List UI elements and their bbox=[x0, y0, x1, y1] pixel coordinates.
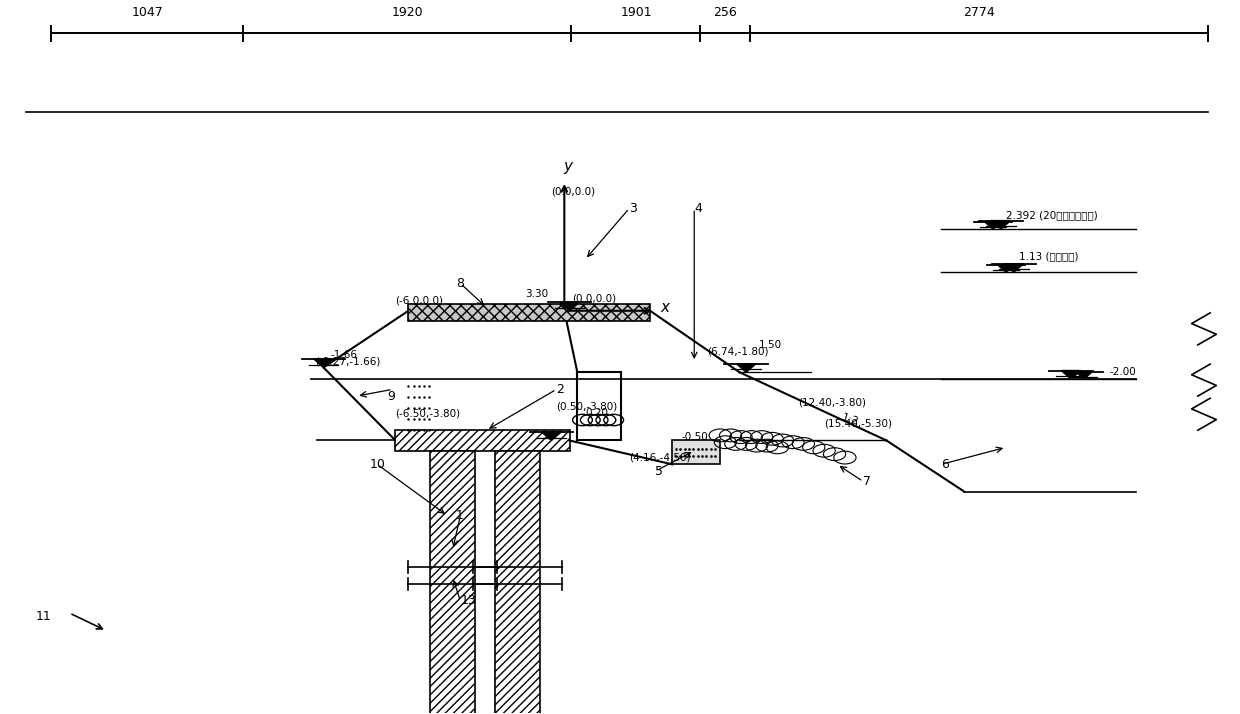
Polygon shape bbox=[737, 363, 756, 372]
Text: 1:2: 1:2 bbox=[841, 413, 861, 428]
Bar bbox=[430, 451, 475, 714]
Text: (-6.0,0.0): (-6.0,0.0) bbox=[396, 296, 444, 306]
Text: 1.13 (正常水位): 1.13 (正常水位) bbox=[1019, 251, 1079, 261]
Text: (0.0,0.0): (0.0,0.0) bbox=[552, 186, 595, 196]
Text: 5: 5 bbox=[655, 465, 663, 478]
Text: (4.16,-4.50): (4.16,-4.50) bbox=[629, 453, 691, 463]
Text: 2774: 2774 bbox=[963, 6, 994, 19]
Text: (-6.50,-3.80): (-6.50,-3.80) bbox=[396, 408, 460, 418]
Text: 1: 1 bbox=[455, 509, 463, 522]
Text: 1901: 1901 bbox=[620, 6, 652, 19]
Polygon shape bbox=[559, 302, 579, 311]
Text: (6.74,-1.80): (6.74,-1.80) bbox=[707, 347, 769, 357]
Text: 2.392 (20年一遇洪水位): 2.392 (20年一遇洪水位) bbox=[1006, 210, 1097, 220]
Bar bbox=[672, 441, 720, 464]
Polygon shape bbox=[991, 221, 1011, 229]
Text: 7: 7 bbox=[863, 475, 872, 488]
Polygon shape bbox=[997, 265, 1014, 272]
Polygon shape bbox=[1061, 371, 1081, 379]
Polygon shape bbox=[542, 432, 562, 441]
Text: 10: 10 bbox=[370, 458, 386, 471]
Text: 2: 2 bbox=[557, 383, 564, 396]
Text: 8: 8 bbox=[456, 277, 465, 290]
Text: -1.66: -1.66 bbox=[331, 350, 357, 360]
Bar bbox=[408, 304, 650, 321]
Bar bbox=[495, 451, 539, 714]
Text: 11: 11 bbox=[36, 610, 52, 623]
Text: x: x bbox=[661, 300, 670, 315]
Bar bbox=[495, 451, 539, 714]
Text: -0.50: -0.50 bbox=[681, 432, 708, 442]
Text: (0.50,-3.80): (0.50,-3.80) bbox=[557, 401, 618, 411]
Text: 1920: 1920 bbox=[392, 6, 423, 19]
Text: y: y bbox=[563, 159, 573, 174]
Text: (0.0,0.0): (0.0,0.0) bbox=[572, 294, 616, 304]
Text: 9: 9 bbox=[388, 390, 396, 403]
Text: 1047: 1047 bbox=[131, 6, 164, 19]
Bar bbox=[430, 451, 475, 714]
Text: 256: 256 bbox=[713, 6, 737, 19]
Polygon shape bbox=[1075, 371, 1092, 379]
Polygon shape bbox=[985, 221, 1002, 229]
Polygon shape bbox=[314, 359, 334, 368]
Bar bbox=[396, 431, 569, 451]
Polygon shape bbox=[1004, 263, 1024, 272]
Text: (15.40,-5.30): (15.40,-5.30) bbox=[825, 418, 892, 428]
Text: 6: 6 bbox=[941, 458, 949, 471]
Text: 4: 4 bbox=[694, 202, 702, 215]
Text: (12.40,-3.80): (12.40,-3.80) bbox=[799, 398, 867, 408]
Text: -2.00: -2.00 bbox=[1110, 367, 1137, 377]
Text: 1.50: 1.50 bbox=[759, 340, 782, 350]
Bar bbox=[408, 304, 650, 321]
Text: 13: 13 bbox=[460, 595, 476, 608]
Text: 3.30: 3.30 bbox=[526, 288, 548, 298]
Text: 0.20: 0.20 bbox=[585, 408, 608, 418]
Bar bbox=[396, 431, 569, 451]
Text: 3: 3 bbox=[629, 202, 637, 215]
Text: (-9.27,-1.66): (-9.27,-1.66) bbox=[315, 357, 381, 367]
